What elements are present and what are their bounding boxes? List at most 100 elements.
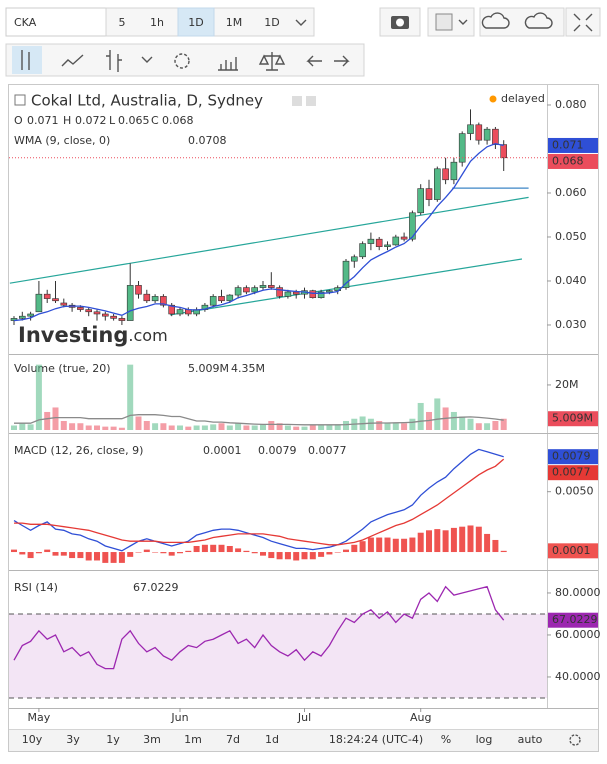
x-tick-label: Jun <box>170 711 188 724</box>
bar <box>160 423 167 430</box>
candle-body <box>467 124 474 134</box>
candle-icon[interactable] <box>21 50 30 70</box>
visibility-icon[interactable] <box>292 96 302 106</box>
undo-icon[interactable] <box>306 55 322 67</box>
bar <box>52 407 59 430</box>
bar <box>260 424 266 430</box>
fullscreen-button[interactable] <box>565 7 601 37</box>
candle-body <box>35 293 43 313</box>
indicator-value: 0.0077 <box>308 444 347 457</box>
range-button[interactable]: 1m <box>184 733 202 746</box>
cloud-load-icon[interactable] <box>481 12 510 29</box>
cloud-save-icon[interactable] <box>524 12 553 29</box>
candle-body <box>18 315 26 319</box>
candle-body <box>160 296 167 306</box>
value-tag <box>548 465 598 481</box>
indicators-icon[interactable] <box>218 57 238 71</box>
bar <box>367 418 374 430</box>
color-swatch <box>435 13 453 31</box>
interval-button[interactable]: 5 <box>119 16 126 29</box>
candle-body <box>85 309 92 313</box>
candle-body <box>384 244 391 247</box>
value-tag-label: 67.0229 <box>552 613 598 626</box>
candle-body <box>259 285 267 288</box>
bar <box>417 402 424 430</box>
x-tick-label: Aug <box>410 711 431 724</box>
range-button[interactable]: 3y <box>66 733 80 746</box>
camera-lens <box>396 18 404 27</box>
bar <box>110 426 117 430</box>
candle-body <box>500 144 508 159</box>
bar <box>334 424 341 430</box>
candle-body <box>450 161 458 181</box>
bar <box>392 423 399 430</box>
range-button[interactable]: 3m <box>143 733 161 746</box>
bar <box>11 425 17 430</box>
line-icon[interactable] <box>61 54 84 67</box>
bar <box>475 423 482 430</box>
bar <box>268 420 275 430</box>
bar <box>152 423 159 430</box>
ohlc-value: 0.072 <box>75 114 107 127</box>
value-tag-label: 0.0001 <box>552 544 591 557</box>
redo-icon[interactable] <box>334 55 350 67</box>
candle-body <box>243 287 250 293</box>
status: delayed <box>501 92 545 105</box>
candle-body <box>433 168 441 200</box>
bar <box>293 426 300 430</box>
candle-body <box>392 236 400 246</box>
bar <box>11 549 17 553</box>
symbol-input[interactable] <box>5 7 107 37</box>
bar <box>218 544 225 553</box>
interval-button[interactable]: 1h <box>150 16 164 29</box>
bar <box>27 424 34 430</box>
candle-body <box>143 293 151 302</box>
bar <box>351 544 358 553</box>
interval-button[interactable]: 1D <box>188 16 203 29</box>
interval-button[interactable]: 1M <box>226 16 243 29</box>
dropdown-icon[interactable] <box>141 56 153 63</box>
cloud-group <box>479 7 565 37</box>
active-interval <box>177 7 215 37</box>
indicator-value: 0.0001 <box>203 444 242 457</box>
range-button[interactable]: 7d <box>226 733 240 746</box>
bar <box>434 398 441 430</box>
bar <box>235 423 242 430</box>
bar <box>450 411 457 430</box>
range-button[interactable]: 10y <box>22 733 43 746</box>
range-button[interactable]: 1y <box>106 733 120 746</box>
scale-button[interactable]: % <box>441 733 451 746</box>
candle-body <box>475 124 483 141</box>
compare-icon[interactable] <box>258 52 286 71</box>
range-button[interactable]: 1d <box>265 733 279 746</box>
candle-body <box>425 188 433 200</box>
candle-body <box>483 128 491 141</box>
scale-button[interactable]: log <box>476 733 493 746</box>
clock: 18:24:24 (UTC-4) <box>329 733 423 746</box>
bar <box>168 552 175 556</box>
bar <box>127 552 134 557</box>
settings-icon[interactable] <box>306 96 316 106</box>
interval-button[interactable]: 1D <box>264 16 279 29</box>
snapshot-button[interactable] <box>379 7 421 37</box>
bar-icon[interactable] <box>106 50 122 72</box>
bar <box>301 552 308 560</box>
rsi-band <box>9 613 547 698</box>
candle-body <box>209 296 217 306</box>
ohlc-value: 0.071 <box>27 114 59 127</box>
bar <box>367 537 374 553</box>
scale-button[interactable]: auto <box>518 733 543 746</box>
y-tick-label: 0.080 <box>555 98 587 111</box>
ohlc-label: C <box>151 114 159 127</box>
settings-icon[interactable] <box>569 734 581 746</box>
candle-body <box>110 315 117 319</box>
trend-line <box>9 196 529 284</box>
bar <box>309 552 316 560</box>
indicator-value: 0.0079 <box>258 444 297 457</box>
collapse-icon[interactable] <box>14 94 26 106</box>
candle-body <box>284 291 292 297</box>
dropdown-icon[interactable] <box>295 19 307 26</box>
bar <box>60 420 67 430</box>
settings-icon[interactable] <box>174 53 190 69</box>
bar <box>218 423 225 430</box>
